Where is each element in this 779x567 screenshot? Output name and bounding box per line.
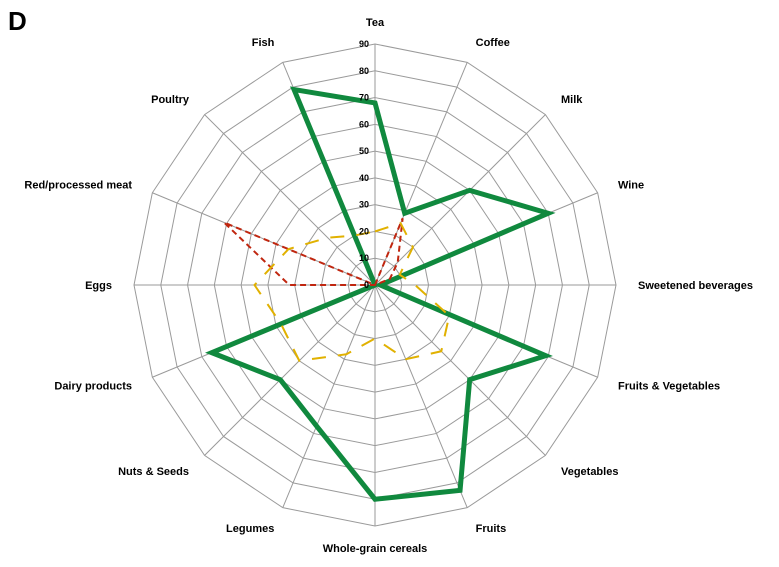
- radar-series: [205, 86, 556, 502]
- tick-label-30: 30: [359, 200, 369, 210]
- axis-label-9: Legumes: [226, 523, 274, 535]
- spoke-6: [374, 284, 546, 456]
- tick-label-10: 10: [359, 253, 369, 263]
- axis-label-15: Fish: [252, 37, 275, 49]
- tick-label-70: 70: [359, 93, 369, 103]
- axis-label-2: Milk: [561, 94, 583, 106]
- series-line-1: [223, 217, 404, 287]
- panel-label: D: [8, 6, 27, 36]
- axis-label-12: Eggs: [85, 280, 112, 292]
- radial-tick-labels: 0 10 20 30 40 50 60 70 80 90: [359, 39, 369, 290]
- axis-labels: Tea Coffee Milk Wine Sweetened beverages Frui…: [24, 17, 753, 555]
- axis-label-6: Vegetables: [561, 466, 618, 478]
- axis-label-11: Dairy products: [54, 381, 132, 393]
- spoke-10: [204, 284, 376, 456]
- spoke-2: [374, 114, 546, 286]
- spoke-14: [204, 114, 376, 286]
- axis-label-5: Fruits & Vegetables: [618, 381, 720, 393]
- axis-label-8: Whole-grain cereals: [323, 543, 428, 555]
- spoke-9: [282, 284, 376, 508]
- axis-label-0: Tea: [366, 17, 385, 29]
- series-line-0: [205, 86, 556, 502]
- spoke-7: [374, 284, 468, 508]
- axis-label-4: Sweetened beverages: [638, 280, 753, 292]
- tick-label-60: 60: [359, 119, 369, 129]
- tick-label-50: 50: [359, 146, 369, 156]
- axis-label-10: Nuts & Seeds: [118, 466, 189, 478]
- tick-label-40: 40: [359, 173, 369, 183]
- tick-label-80: 80: [359, 66, 369, 76]
- tick-label-20: 20: [359, 226, 369, 236]
- axis-label-14: Poultry: [151, 94, 190, 106]
- tick-label-90: 90: [359, 39, 369, 49]
- axis-label-1: Coffee: [476, 37, 510, 49]
- tick-label-0: 0: [364, 280, 369, 290]
- axis-label-13: Red/processed meat: [24, 179, 132, 191]
- axis-label-3: Wine: [618, 179, 644, 191]
- axis-label-7: Fruits: [476, 523, 507, 535]
